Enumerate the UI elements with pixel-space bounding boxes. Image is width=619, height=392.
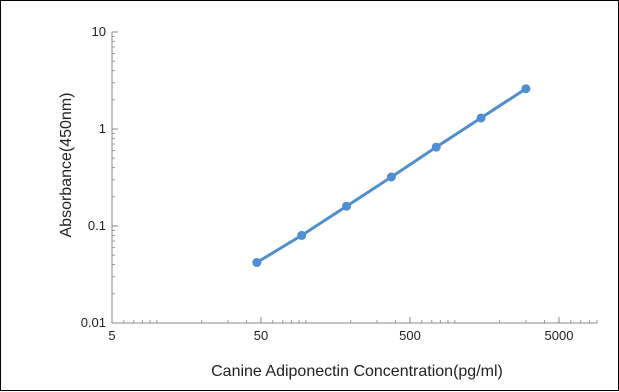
y-tick-label: 1 — [99, 121, 106, 136]
x-tick-label: 500 — [399, 328, 421, 343]
data-point — [386, 172, 396, 182]
data-point — [476, 113, 486, 123]
data-point — [297, 230, 307, 240]
y-tick-label: 10 — [92, 24, 106, 39]
axes — [111, 32, 597, 324]
x-axis-ticks: 5 50 500 5000 — [108, 317, 598, 343]
data-point — [431, 142, 441, 152]
x-tick-label: 50 — [254, 328, 268, 343]
data-point — [342, 201, 352, 211]
x-tick-label: 5000 — [545, 328, 574, 343]
y-axis-ticks: 0.01 0.1 1 10 — [81, 24, 118, 330]
y-tick-label: 0.1 — [88, 218, 106, 233]
x-axis-title: Canine Adiponectin Concentration(pg/ml) — [211, 363, 503, 380]
series-layer — [252, 84, 531, 268]
data-point — [521, 84, 531, 94]
data-point — [252, 258, 262, 268]
x-tick-label: 5 — [108, 328, 115, 343]
y-tick-label: 0.01 — [81, 315, 106, 330]
y-axis-title: Absorbance(450nm) — [58, 93, 75, 238]
